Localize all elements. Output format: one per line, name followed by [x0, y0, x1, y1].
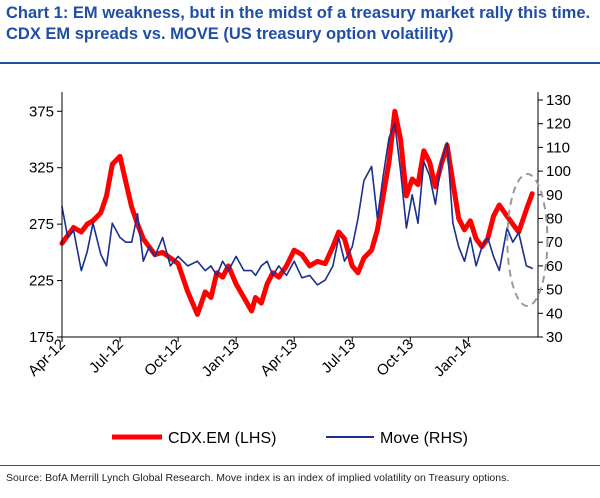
footer-divider: [0, 465, 600, 466]
right-tick-label: 90: [546, 187, 563, 204]
title-divider: [0, 62, 600, 64]
x-tick-label: Oct-13: [373, 336, 417, 380]
legend-label-move: Move (RHS): [380, 430, 468, 447]
right-tick-label: 80: [546, 211, 563, 228]
x-tick-label: Jul-12: [86, 336, 127, 377]
right-tick-label: 30: [546, 329, 563, 346]
x-tick-label: Jul-13: [318, 336, 359, 377]
legend-label-cdx-em: CDX.EM (LHS): [168, 430, 276, 447]
right-tick-label: 130: [546, 92, 571, 109]
right-tick-label: 110: [546, 139, 570, 156]
left-tick-label: 375: [29, 103, 54, 120]
left-tick-label: 325: [29, 160, 54, 177]
highlight-ellipse: [506, 172, 549, 307]
right-tick-label: 120: [546, 116, 571, 133]
right-tick-label: 100: [546, 163, 571, 180]
x-tick-label: Jan-13: [199, 336, 243, 380]
left-tick-label: 225: [29, 273, 54, 290]
left-tick-label: 275: [29, 216, 54, 233]
x-tick-label: Apr-13: [257, 336, 301, 380]
move-series-line: [61, 122, 534, 286]
right-tick-label: 60: [546, 258, 563, 275]
chart-title: Chart 1: EM weakness, but in the midst o…: [6, 4, 591, 43]
right-tick-label: 70: [546, 234, 563, 251]
x-tick-label: Oct-12: [141, 336, 185, 380]
line-chart: 175 225 275 325 375 30 40 50 60 70 80 90 100 110 120 13…: [25, 92, 571, 447]
x-tick-label: Jan-14: [431, 336, 475, 380]
left-tick-label: 175: [29, 329, 54, 346]
cdx-em-series-line: [59, 108, 535, 317]
right-tick-label: 50: [546, 282, 563, 299]
source-note: Source: BofA Merrill Lynch Global Resear…: [6, 472, 510, 484]
right-tick-label: 40: [546, 305, 563, 322]
